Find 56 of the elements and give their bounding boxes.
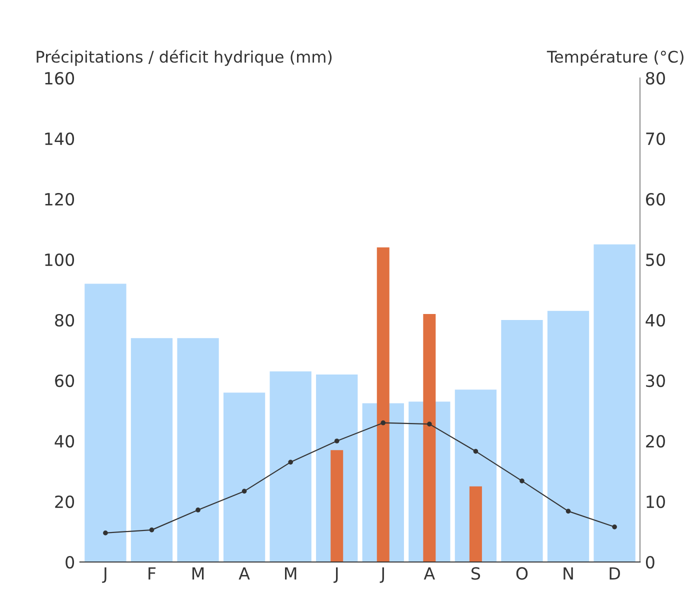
y2-tick-label: 70 [646, 132, 665, 146]
y-tick-label: 120 [45, 192, 74, 206]
y-tick-label: 60 [55, 374, 74, 388]
point [288, 460, 294, 465]
y-tick-label: 100 [45, 253, 74, 266]
bar [177, 338, 219, 562]
y2-tick-label: 20 [646, 434, 665, 448]
point [612, 524, 617, 530]
y-tick-label: 0 [66, 556, 74, 569]
bar [130, 338, 173, 562]
y2-tick-label: 0 [646, 556, 654, 569]
bar [270, 371, 312, 562]
y2-tick-label: 30 [646, 374, 665, 388]
point [473, 448, 478, 454]
x-tick-label: M [285, 567, 296, 580]
y2-tick-label: 80 [646, 72, 665, 85]
x-tick-label: S [472, 567, 480, 580]
y2-tick-label: 10 [646, 495, 665, 508]
point [103, 530, 108, 536]
bar [469, 486, 482, 562]
bar [423, 314, 436, 562]
x-tick-label: J [380, 567, 384, 583]
y2-tick-label: 50 [646, 253, 665, 266]
y-tick-label: 40 [54, 434, 74, 448]
y-axis-title: Précipitations / déficit hydrique (mm) [36, 50, 332, 66]
point [566, 508, 571, 514]
x-tick-label: N [564, 567, 573, 580]
point [380, 420, 386, 426]
y2-axis-title: Température (°C) [546, 50, 684, 66]
x-tick-label: J [334, 567, 338, 583]
x-tick-label: A [424, 567, 435, 580]
bar [501, 320, 543, 562]
point [426, 422, 432, 426]
y-tick-label: 20 [55, 495, 74, 508]
point [242, 488, 247, 494]
point [520, 478, 524, 484]
x-tick-label: M [192, 567, 204, 580]
y-tick-label: 80 [55, 314, 74, 327]
point [196, 508, 200, 512]
bar [376, 247, 390, 562]
y-tick-label: 140 [45, 132, 74, 146]
x-tick-label: D [610, 567, 620, 580]
bar [84, 284, 126, 562]
x-tick-label: J [102, 567, 106, 583]
y2-tick-label: 40 [646, 314, 665, 327]
point [334, 438, 340, 444]
x-tick-label: F [148, 567, 156, 580]
bar [547, 310, 590, 562]
bar [223, 392, 266, 562]
x-tick-label: O [516, 567, 528, 580]
x-tick-label: A [238, 567, 250, 580]
bar [594, 244, 636, 562]
point [149, 528, 154, 532]
bar [330, 450, 344, 562]
y-tick-label: 160 [45, 72, 74, 85]
y2-tick-label: 60 [646, 192, 665, 206]
